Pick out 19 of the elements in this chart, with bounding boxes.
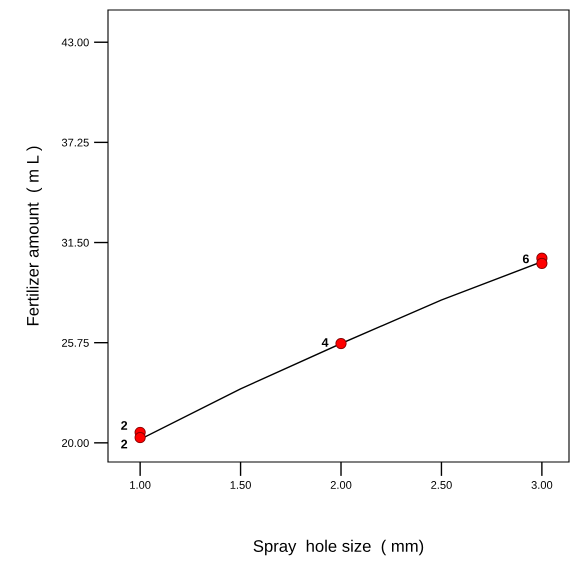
y-tick-label: 25.75 xyxy=(62,338,89,347)
y-axis-title: Fertilizer amount ( m L ) xyxy=(26,146,42,326)
y-tick-label: 31.50 xyxy=(62,238,89,247)
y-tick-label: 37.25 xyxy=(62,138,89,147)
y-tick-label: 20.00 xyxy=(62,439,89,447)
x-tick-label: 3.00 xyxy=(531,481,552,489)
y-tick-label: 43.00 xyxy=(62,38,89,46)
annotation: 2 xyxy=(121,440,128,448)
x-tick-label: 2.00 xyxy=(330,481,352,489)
annotation: 2 xyxy=(121,421,128,430)
annotation: 4 xyxy=(322,338,328,347)
x-axis-title: Spray hole size ( mm) xyxy=(254,540,424,556)
point xyxy=(536,258,548,270)
point xyxy=(335,338,347,350)
annotation: 6 xyxy=(522,254,529,264)
point xyxy=(134,432,146,444)
x-tick-label: 1.50 xyxy=(230,481,251,489)
x-tick-label: 1.00 xyxy=(130,481,151,489)
x-tick-label: 2.50 xyxy=(431,481,452,489)
